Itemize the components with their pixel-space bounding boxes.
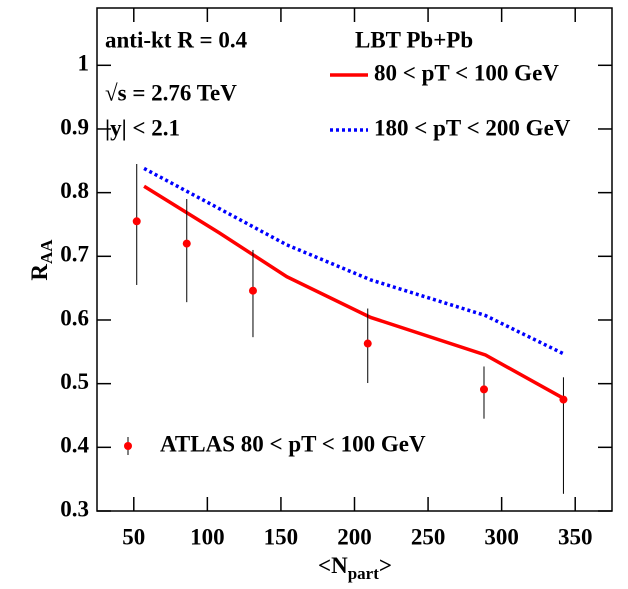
y-tick-label: 1: [78, 51, 90, 76]
x-axis-label: <Npart>: [318, 553, 392, 583]
x-tick-label: 100: [190, 524, 225, 549]
x-tick-label: 150: [264, 524, 299, 549]
x-label-end: >: [379, 553, 392, 578]
y-axis-label: RAA: [27, 239, 56, 281]
data-point: [363, 339, 372, 348]
y-tick-label: 0.5: [60, 369, 89, 394]
series-line: [143, 184, 565, 400]
y-tick-label: 0.7: [60, 242, 89, 267]
x-label-sub: part: [348, 564, 380, 583]
data-point: [559, 395, 568, 404]
legend-swatch: [124, 442, 132, 450]
data-point: [479, 385, 488, 394]
series-line: [143, 166, 565, 356]
x-label-main: <N: [318, 553, 348, 578]
annotation: |y| < 2.1: [105, 115, 180, 140]
x-tick-label: 350: [558, 524, 593, 549]
y-tick-label: 0.3: [60, 496, 89, 521]
x-tick-label: 200: [337, 524, 372, 549]
legend-label: 80 < pT < 100 GeV: [374, 60, 559, 85]
annotation: anti-kt R = 0.4: [105, 27, 248, 52]
x-tick-label: 300: [484, 524, 519, 549]
y-label-sub: AA: [37, 239, 56, 264]
data-point: [182, 239, 191, 248]
legend-label: 180 < pT < 200 GeV: [374, 115, 571, 140]
x-tick-label: 250: [411, 524, 446, 549]
x-tick-label: 50: [122, 524, 145, 549]
y-tick-label: 0.8: [60, 178, 89, 203]
data-point: [132, 217, 141, 226]
y-label-main: R: [27, 264, 52, 281]
annotation: LBT Pb+Pb: [355, 27, 473, 52]
y-tick-label: 0.4: [60, 433, 89, 458]
y-tick-label: 0.6: [60, 305, 89, 330]
legend-label: ATLAS 80 < pT < 100 GeV: [160, 431, 426, 456]
data-point: [248, 286, 257, 295]
annotation: √s = 2.76 TeV: [105, 80, 237, 105]
y-tick-label: 0.9: [60, 114, 89, 139]
